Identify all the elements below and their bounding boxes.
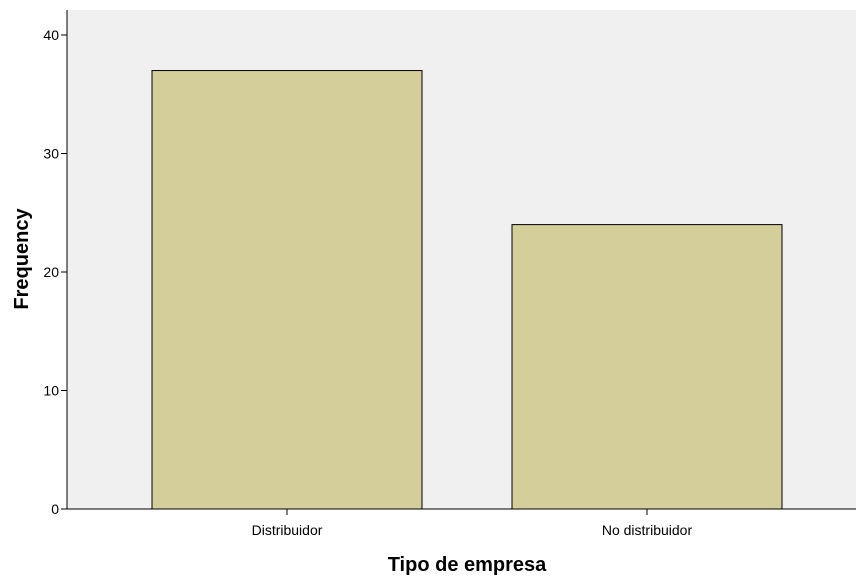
y-axis-title: Frequency [11,208,33,310]
y-tick-label: 30 [43,146,59,162]
y-tick-label: 20 [43,264,59,280]
y-tick-label: 0 [51,501,59,517]
x-tick-label: Distribuidor [252,522,323,538]
bar-no-distribuidor [511,224,783,510]
x-tick-label: No distribuidor [602,522,693,538]
bar-distribuidor [151,70,423,510]
x-axis-title: Tipo de empresa [388,554,547,576]
x-ticks: Distribuidor No distribuidor [252,509,693,538]
y-tick-label: 40 [43,27,59,43]
y-tick-label: 10 [43,383,59,399]
bars [151,70,783,510]
y-ticks: 0 10 20 30 40 [43,27,67,517]
